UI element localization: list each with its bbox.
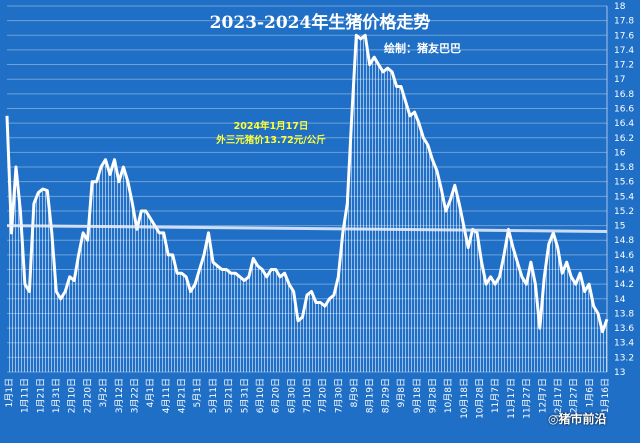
area-layer: [5, 33, 609, 373]
trend-line: [6, 224, 608, 233]
y-tick-label: 14: [614, 295, 626, 305]
y-tick-label: 18: [614, 2, 626, 12]
x-tick-label: 10月18日: [459, 378, 470, 419]
x-tick-label: 3月2日: [98, 378, 109, 407]
y-tick-label: 14.2: [614, 280, 634, 290]
x-tick-label: 1月6日: [584, 378, 595, 407]
x-tick-label: 1月11日: [20, 378, 31, 413]
y-tick-label: 13.4: [614, 339, 634, 349]
x-axis: 1月1日 1月11日 1月21日 1月31日 2月10日 2月20日 3月2日 3月12日 3月…: [4, 378, 611, 419]
x-tick-label: 9月28日: [427, 378, 438, 413]
x-tick-label: 4月21日: [177, 378, 188, 413]
x-tick-label: 7月20日: [318, 378, 329, 413]
x-tick-label: 12月17日: [553, 378, 564, 419]
annotation-price: 外三元猪价13.72元/公斤: [216, 135, 326, 146]
y-tick-label: 16.4: [614, 119, 634, 129]
y-tick-label: 13: [614, 368, 625, 378]
x-tick-label: 12月27日: [569, 378, 580, 419]
x-tick-label: 7月10日: [302, 378, 313, 413]
x-tick-label: 1月31日: [51, 378, 62, 413]
x-tick-label: 5月1日: [192, 378, 203, 407]
x-tick-label: 5月31日: [239, 378, 250, 413]
x-tick-label: 10月8日: [443, 378, 454, 413]
x-tick-label: 7月30日: [333, 378, 344, 413]
annotation-date: 2024年1月17日: [233, 121, 309, 132]
x-tick-label: 12月7日: [537, 378, 548, 413]
y-tick-label: 17: [614, 75, 625, 85]
x-tick-label: 9月18日: [412, 378, 423, 413]
y-tick-label: 15.6: [614, 178, 634, 188]
x-tick-label: 11月17日: [506, 378, 517, 419]
x-tick-label: 8月9日: [349, 378, 360, 407]
chart-title: 2023-2024年生猪价格走势: [209, 13, 431, 33]
x-tick-label: 1月1日: [4, 378, 15, 407]
price-line: [5, 33, 609, 334]
x-tick-label: 5月11日: [208, 378, 219, 413]
y-tick-label: 13.6: [614, 324, 634, 334]
price-annotation: 2024年1月17日 外三元猪价13.72元/公斤: [196, 120, 346, 148]
x-tick-label: 10月28日: [475, 378, 486, 419]
y-tick-label: 14.8: [614, 236, 634, 246]
x-tick-label: 2月20日: [82, 378, 93, 413]
x-tick-label: 8月29日: [380, 378, 391, 413]
y-tick-label: 14.4: [614, 266, 634, 276]
x-tick-label: 6月20日: [271, 378, 282, 413]
x-tick-label: 4月11日: [161, 378, 172, 413]
y-tick-label: 13.8: [614, 309, 634, 319]
y-tick-label: 15.8: [614, 163, 634, 173]
x-tick-label: 3月22日: [129, 378, 140, 413]
price-area-fill: [7, 35, 607, 373]
x-tick-label: 1月21日: [35, 378, 46, 413]
x-tick-label: 9月8日: [396, 378, 407, 407]
watermark: ◎猪市前沿: [548, 412, 607, 426]
y-axis: 18 17.8 17.6 17.4 17.2 17 16.8 16.6 16.4 16.2 16 15…: [614, 2, 634, 378]
x-tick-label: 8月19日: [365, 378, 376, 413]
y-tick-label: 16.8: [614, 90, 634, 100]
x-tick-label: 2月10日: [67, 378, 78, 413]
y-tick-label: 16.6: [614, 104, 634, 114]
x-tick-label: 11月7日: [490, 378, 501, 413]
x-tick-label: 1月16日: [600, 378, 611, 413]
x-tick-label: 5月21日: [224, 378, 235, 413]
y-tick-label: 15.2: [614, 207, 634, 217]
y-tick-label: 15: [614, 222, 625, 232]
chart-credit: 绘制：猪友巴巴: [384, 42, 461, 55]
y-tick-label: 17.2: [614, 61, 634, 71]
x-tick-label: 11月27日: [522, 378, 533, 419]
y-tick-label: 17.4: [614, 46, 634, 56]
x-tick-label: 6月10日: [255, 378, 266, 413]
y-tick-label: 16.2: [614, 134, 634, 144]
x-tick-label: 3月12日: [114, 378, 125, 413]
y-tick-label: 17.6: [614, 31, 634, 41]
y-tick-label: 15.4: [614, 192, 634, 202]
watermark-text: 猪市前沿: [558, 412, 607, 426]
x-tick-label: 4月1日: [145, 378, 156, 407]
y-tick-label: 13.2: [614, 353, 634, 363]
x-tick-label: 6月30日: [286, 378, 297, 413]
y-tick-label: 14.6: [614, 251, 634, 261]
y-tick-label: 17.8: [614, 17, 634, 27]
y-tick-label: 16: [614, 148, 626, 158]
